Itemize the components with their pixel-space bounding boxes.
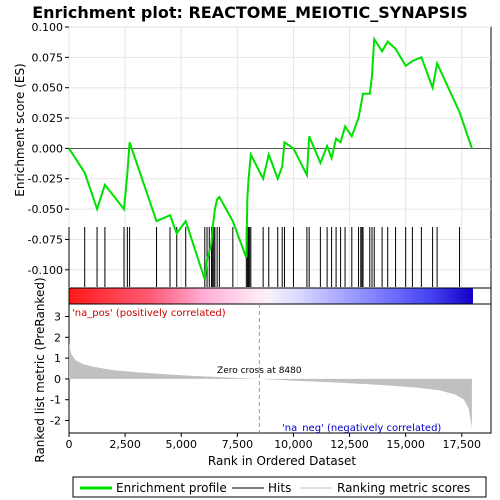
legend-label-enrichment: Enrichment profile: [116, 481, 227, 495]
heatmap-strip: [69, 288, 473, 304]
ranked-metric-panel: Zero cross at 8480 'na_pos' (positively …: [33, 277, 492, 468]
metric-y-tick-label: 2: [54, 331, 61, 344]
rank-x-tick-label: 15,000: [386, 438, 425, 451]
chart-legend: Enrichment profile Hits Ranking metric s…: [72, 476, 487, 498]
rank-x-tick-label: 5,000: [165, 438, 197, 451]
metric-y-tick-label: 1: [54, 352, 61, 365]
enrichment-score-panel: 0.100 0.075 0.050 0.025 0.000 -0.025 -0.050 -0.…: [13, 21, 492, 289]
es-y-tick-label: -0.050: [28, 203, 63, 216]
es-y-tick-label: -0.075: [28, 233, 63, 246]
es-y-tick-label: 0.025: [32, 112, 64, 125]
es-y-tick-label: -0.025: [28, 173, 63, 186]
metric-y-tick-label: 0: [54, 373, 61, 386]
rank-x-axis-label: Rank in Ordered Dataset: [208, 454, 356, 468]
es-y-tick-label: 0.050: [32, 82, 64, 95]
metric-plot-frame: [68, 303, 492, 434]
ranked-list-heatmap: [68, 287, 492, 305]
metric-y-axis: 3 2 1 0 -1 -2: [50, 310, 69, 428]
es-plot-frame: [68, 26, 492, 289]
legend-label-hits: Hits: [268, 481, 291, 495]
metric-y-axis-label: Ranked list metric (PreRanked): [33, 277, 47, 462]
rank-x-tick-label: 17,500: [443, 438, 482, 451]
positive-correlation-label: 'na_pos' (positively correlated): [72, 308, 226, 319]
es-y-tick-label: -0.100: [28, 264, 63, 277]
rank-x-tick-label: 0: [66, 438, 73, 451]
rank-x-tick-label: 2,500: [109, 438, 141, 451]
legend-box: [72, 476, 487, 498]
es-y-tick-label: 0.075: [32, 51, 64, 64]
negative-correlation-label: 'na_neg' (negatively correlated): [282, 423, 441, 434]
metric-y-tick-label: -2: [50, 415, 61, 428]
es-y-tick-label: 0.000: [32, 142, 64, 155]
zero-cross-label: Zero cross at 8480: [217, 366, 302, 376]
rank-x-tick-label: 7,500: [222, 438, 254, 451]
enrichment-profile-line: [68, 36, 473, 280]
es-y-axis: 0.100 0.075 0.050 0.025 0.000 -0.025 -0.050 -0.…: [28, 21, 69, 277]
rank-x-axis: 0 2,500 5,000 7,500 10,000 12,500 15,000 17,500: [66, 433, 482, 451]
legend-label-metric: Ranking metric scores: [337, 481, 470, 495]
es-y-axis-label: Enrichment score (ES): [13, 63, 27, 196]
metric-y-tick-label: 3: [54, 310, 61, 323]
rank-x-tick-label: 12,500: [330, 438, 369, 451]
metric-y-tick-label: -1: [50, 394, 61, 407]
rank-x-tick-label: 10,000: [274, 438, 313, 451]
chart-title: Enrichment plot: REACTOME_MEIOTIC_SYNAPS…: [32, 3, 468, 22]
es-y-tick-label: 0.100: [32, 21, 64, 34]
